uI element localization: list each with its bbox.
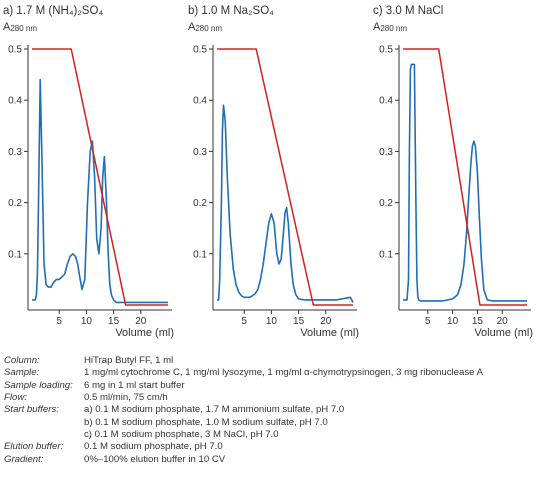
condition-value: 6 mg in 1 ml start buffer [84,380,538,392]
condition-label: Elution buffer: [4,441,64,453]
condition-label: Sample: [4,367,40,379]
x-tick-label: 5 [425,316,431,327]
chromatogram-a: a) 1.7 M (NH₄)₂SO₄ A280 nm 0.1 0.2 0.3 0.4 0… [3,5,174,339]
salt-gradient-line [217,48,353,306]
salt-gradient-line [403,48,527,306]
condition-value: 0.5 ml/min, 75 cm/h [84,392,538,404]
x-axis-label: Volume (ml) [474,327,533,339]
chromatogram-b: b) 1.0 M Na₂SO₄ A280 nm 0.1 0.2 0.3 0.4 0.5 5… [188,5,359,339]
y-axis-label-main: A [188,21,196,33]
y-tick-label: 0.1 [193,249,207,260]
uv-absorbance-trace [403,63,527,302]
x-tick-label: 15 [108,316,120,327]
condition-row: Elution buffer: 0.1 M sodium phosphate, p… [4,441,538,453]
condition-value: 0%–100% elution buffer in 10 CV [84,454,538,466]
y-axis-label-main: A [3,21,11,33]
condition-value-line: b) 0.1 M sodium phosphate, 1.0 M sodium … [84,416,328,428]
chromatograms: a) 1.7 M (NH₄)₂SO₄ A280 nm 0.10.20.30.40… [3,5,533,339]
x-tick-label: 20 [320,316,332,327]
y-axis-label-sub: 280 nm [195,24,222,33]
condition-value-line: 0.1 M sodium phosphate, pH 7.0 [84,441,223,453]
y-tick-label: 0.3 [193,147,207,158]
y-tick-label: 0.2 [193,198,207,209]
condition-value: 1 mg/ml cytochrome C, 1 mg/ml lysozyme, … [84,367,538,379]
y-tick-label: 0.2 [8,198,22,209]
y-axis-label: A280 nm [373,21,407,33]
condition-value-line: 6 mg in 1 ml start buffer [84,379,185,391]
y-tick-label: 0.2 [379,198,393,209]
condition-row: Flow: 0.5 ml/min, 75 cm/h [4,392,538,404]
y-tick-label: 0.1 [379,249,393,260]
condition-label: Column: [4,355,40,366]
salt-gradient-line [32,48,168,306]
condition-value: a) 0.1 M sodium phosphate, 1.7 M ammoniu… [84,404,538,441]
run-conditions: Column: HiTrap Butyl FF, 1 ml Sample: 1 mg/… [4,355,538,466]
condition-label: Flow: [4,392,27,404]
condition-value: 0.1 M sodium phosphate, pH 7.0 [84,441,538,453]
y-tick-label: 0.5 [193,45,207,56]
condition-value-line: HiTrap Butyl FF, 1 ml [84,355,174,366]
y-axis-label-sub: 280 nm [380,24,407,33]
y-tick-label: 0.1 [8,249,22,260]
y-tick-label: 0.4 [193,96,207,107]
condition-value-line: 0.5 ml/min, 75 cm/h [84,392,168,404]
x-tick-label: 5 [56,316,62,327]
x-tick-label: 10 [447,316,459,327]
chart-title: a) 1.7 M (NH₄)₂SO₄ [3,5,103,17]
y-tick-label: 0.3 [8,147,22,158]
condition-value-line: 0%–100% elution buffer in 10 CV [84,453,226,465]
condition-label: Sample loading: [4,379,73,391]
y-axis-label: A280 nm [188,21,222,33]
condition-row: Start buffers: a) 0.1 M sodium phosphate,… [4,404,538,441]
condition-value-line: c) 0.1 M sodium phosphate, 3 M NaCl, pH … [84,429,279,441]
x-tick-label: 5 [241,316,247,327]
x-axis-label: Volume (ml) [115,327,174,339]
condition-value: HiTrap Butyl FF, 1 ml [84,355,538,367]
x-tick-label: 10 [81,316,93,327]
y-axis-label: A280 nm [3,21,37,33]
y-tick-label: 0.5 [379,45,393,56]
x-tick-label: 15 [472,316,484,327]
x-axis-label: Volume (ml) [300,327,359,339]
chart-title: c) 3.0 M NaCl [373,5,443,17]
condition-row: Gradient: 0%–100% elution buffer in 10 CV [4,454,538,466]
chart-title: b) 1.0 M Na₂SO₄ [188,5,274,17]
x-tick-label: 10 [266,316,278,327]
chromatogram-c: c) 3.0 M NaCl A280 nm 0.1 0.2 0.3 0.4 0.5 5 10… [373,5,533,339]
condition-row: Column: HiTrap Butyl FF, 1 ml [4,355,538,367]
uv-absorbance-trace [217,104,354,303]
y-tick-label: 0.3 [379,147,393,158]
condition-label: Gradient: [4,453,44,465]
condition-row: Sample: 1 mg/ml cytochrome C, 1 mg/ml lys… [4,367,538,379]
x-tick-label: 20 [135,316,147,327]
y-axis-label-main: A [373,21,381,33]
condition-value-line: a) 0.1 M sodium phosphate, 1.7 M ammoniu… [84,404,345,416]
y-tick-label: 0.5 [8,45,22,56]
condition-label: Start buffers: [4,404,59,416]
condition-row: Sample loading: 6 mg in 1 ml start buffer [4,380,538,392]
x-tick-label: 20 [497,316,509,327]
y-tick-label: 0.4 [379,96,393,107]
y-tick-label: 0.4 [8,96,22,107]
uv-absorbance-trace [32,78,168,304]
y-axis-label-sub: 280 nm [10,24,37,33]
x-tick-label: 15 [293,316,305,327]
condition-value-line: 1 mg/ml cytochrome C, 1 mg/ml lysozyme, … [84,367,484,379]
